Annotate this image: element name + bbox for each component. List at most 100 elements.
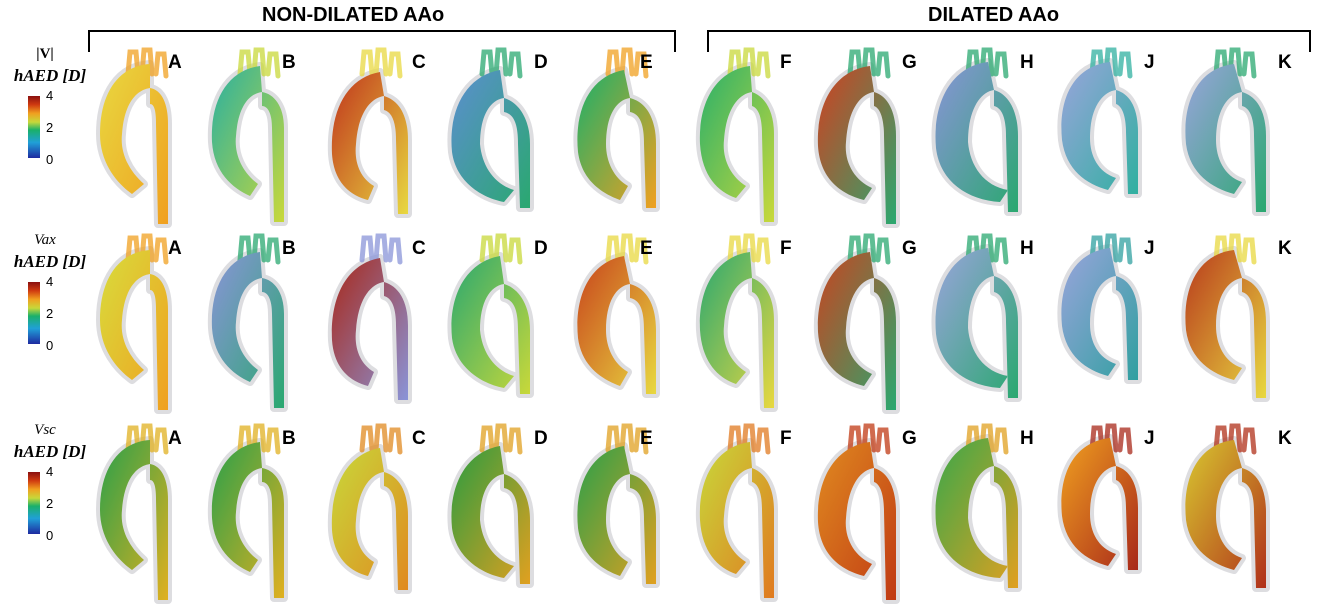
aorta-panel: B bbox=[200, 230, 322, 420]
colorbar-tick-label: 4 bbox=[46, 274, 54, 289]
colorbar bbox=[28, 282, 40, 344]
aorta-map bbox=[447, 423, 534, 588]
legend-title: hAED [D] bbox=[13, 66, 87, 85]
aorta-panel: F bbox=[690, 420, 812, 610]
aorta-panel: G bbox=[810, 230, 932, 420]
panel-label: H bbox=[1020, 428, 1034, 449]
aorta-panel: A bbox=[88, 230, 210, 420]
aorta-map bbox=[1057, 47, 1142, 198]
aorta-panel: F bbox=[690, 44, 812, 234]
supra-aortic-branches bbox=[237, 233, 281, 265]
aorta-body bbox=[211, 66, 284, 222]
aorta-body bbox=[817, 252, 896, 410]
aorta-panel: J bbox=[1052, 420, 1174, 610]
legend-variable: Vax bbox=[34, 232, 56, 248]
aorta-body bbox=[451, 70, 530, 208]
aorta-body bbox=[817, 66, 896, 224]
panel-label: A bbox=[168, 428, 182, 449]
panel-label: K bbox=[1278, 428, 1292, 449]
supra-aortic-branches bbox=[237, 47, 281, 79]
aorta-panel: E bbox=[568, 230, 690, 420]
supra-aortic-branches bbox=[1089, 423, 1133, 455]
supra-aortic-branches bbox=[479, 47, 523, 79]
aorta-map bbox=[1057, 423, 1142, 574]
panel-label: E bbox=[640, 428, 653, 449]
aorta-body bbox=[211, 442, 284, 598]
non-dilated-bracket bbox=[88, 30, 676, 52]
aorta-body bbox=[699, 66, 774, 222]
aorta-panel: K bbox=[1176, 230, 1298, 420]
supra-aortic-branches bbox=[1213, 423, 1257, 455]
panel-label: H bbox=[1020, 238, 1034, 259]
panel-label: K bbox=[1278, 238, 1292, 259]
aorta-body bbox=[1061, 248, 1138, 380]
supra-aortic-branches bbox=[359, 423, 403, 455]
supra-aortic-branches bbox=[125, 233, 169, 265]
aorta-panel: B bbox=[200, 420, 322, 610]
supra-aortic-branches bbox=[479, 423, 523, 455]
supra-aortic-branches bbox=[1213, 233, 1257, 265]
aorta-map bbox=[327, 47, 412, 218]
colorbar-tick-label: 2 bbox=[46, 496, 54, 511]
colorbar-tick-label: 2 bbox=[46, 306, 54, 321]
colorbar-legend: |V| hAED [D] 4 2 0 bbox=[2, 44, 98, 234]
supra-aortic-branches bbox=[359, 233, 403, 265]
colorbar-tick-label: 4 bbox=[46, 464, 54, 479]
aorta-map bbox=[447, 47, 534, 212]
aorta-map bbox=[1057, 233, 1142, 384]
supra-aortic-branches bbox=[479, 233, 523, 265]
aorta-body bbox=[451, 446, 530, 584]
aorta-map bbox=[813, 233, 900, 414]
supra-aortic-branches bbox=[359, 47, 403, 79]
legend-variable: Vsc bbox=[34, 422, 56, 438]
aorta-map bbox=[207, 423, 288, 602]
panel-label: F bbox=[780, 428, 792, 449]
aorta-map bbox=[931, 423, 1022, 592]
supra-aortic-branches bbox=[727, 233, 771, 265]
aorta-map bbox=[695, 423, 778, 602]
panel-label: F bbox=[780, 238, 792, 259]
aorta-panel: C bbox=[322, 230, 444, 420]
aorta-body bbox=[577, 256, 656, 394]
aorta-map bbox=[813, 47, 900, 228]
supra-aortic-branches bbox=[237, 423, 281, 455]
panel-label: H bbox=[1020, 52, 1034, 73]
aorta-body bbox=[1061, 438, 1138, 570]
legend-variable: |V| bbox=[36, 46, 54, 62]
colorbar-legend: Vsc hAED [D] 4 2 0 bbox=[2, 420, 98, 610]
supra-aortic-branches bbox=[1089, 47, 1133, 79]
aorta-map bbox=[573, 423, 660, 588]
panel-label: B bbox=[282, 238, 296, 259]
aorta-panel: G bbox=[810, 420, 932, 610]
aorta-body bbox=[451, 256, 530, 394]
aorta-panel: J bbox=[1052, 230, 1174, 420]
supra-aortic-branches bbox=[847, 47, 891, 79]
aorta-body bbox=[1185, 64, 1266, 212]
aorta-body bbox=[699, 442, 774, 598]
panel-label: D bbox=[534, 238, 548, 259]
aorta-map bbox=[327, 423, 412, 594]
aorta-map bbox=[1181, 423, 1270, 592]
colorbar bbox=[28, 96, 40, 158]
panel-label: D bbox=[534, 428, 548, 449]
panel-label: C bbox=[412, 238, 426, 259]
aorta-body bbox=[1185, 440, 1266, 588]
aorta-body bbox=[935, 438, 1018, 588]
aorta-panel: K bbox=[1176, 420, 1298, 610]
supra-aortic-branches bbox=[1089, 233, 1133, 265]
aorta-panel: K bbox=[1176, 44, 1298, 234]
panel-label: G bbox=[902, 238, 917, 259]
panel-label: J bbox=[1144, 52, 1155, 73]
dilated-group-title: DILATED AAo bbox=[928, 4, 1060, 26]
supra-aortic-branches bbox=[605, 233, 649, 265]
panel-label: G bbox=[902, 428, 917, 449]
aorta-map bbox=[96, 423, 172, 604]
aorta-map bbox=[573, 233, 660, 398]
colorbar-tick-label: 2 bbox=[46, 120, 54, 135]
colorbar-tick-label: 0 bbox=[46, 152, 54, 167]
aorta-panel: E bbox=[568, 44, 690, 234]
aorta-body bbox=[699, 252, 774, 408]
aorta-body bbox=[817, 442, 896, 600]
colorbar bbox=[28, 472, 40, 534]
aorta-panel: F bbox=[690, 230, 812, 420]
